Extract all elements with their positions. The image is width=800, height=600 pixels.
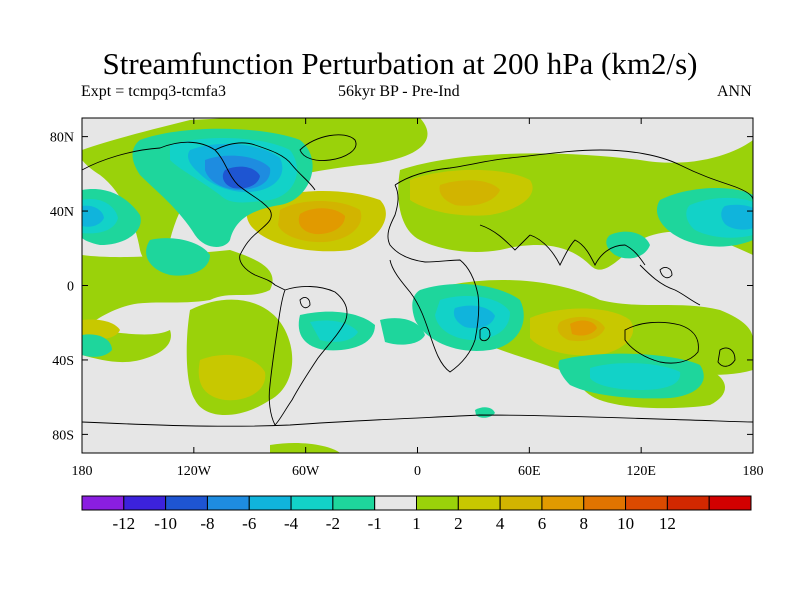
y-tick-label: 80N bbox=[50, 131, 74, 146]
colorbar-swatch bbox=[332, 495, 376, 511]
colorbar-label: -12 bbox=[112, 514, 135, 533]
x-tick-label: 60W bbox=[292, 464, 320, 479]
colorbar bbox=[81, 495, 752, 511]
coastlines bbox=[82, 134, 753, 427]
colorbar-swatch bbox=[583, 495, 627, 511]
colorbar-swatch bbox=[541, 495, 585, 511]
colorbar-labels: -12 -10 -8 -6 -4 -2 -1 1 2 4 6 8 10 12 bbox=[112, 514, 675, 533]
colorbar-label: -1 bbox=[368, 514, 382, 533]
contour-level-neg8-neg10 bbox=[222, 166, 260, 189]
colorbar-label: -6 bbox=[242, 514, 256, 533]
colorbar-swatch bbox=[165, 495, 208, 511]
x-tick-label: 180 bbox=[72, 464, 93, 479]
colorbar-swatch bbox=[457, 495, 501, 511]
colorbar-label: -8 bbox=[200, 514, 214, 533]
colorbar-swatch bbox=[499, 495, 543, 511]
y-axis-labels: 80N 40N 0 40S 80S bbox=[50, 131, 74, 444]
season-label: ANN bbox=[717, 83, 752, 100]
colorbar-swatch bbox=[666, 495, 710, 511]
x-axis-labels: 180 120W 60W 0 60E 120E 180 bbox=[72, 464, 764, 479]
colorbar-swatch bbox=[708, 495, 752, 511]
colorbar-swatch bbox=[625, 495, 668, 511]
colorbar-label: 1 bbox=[412, 514, 421, 533]
colorbar-swatch bbox=[290, 495, 334, 511]
period-label: 56kyr BP - Pre-Ind bbox=[338, 83, 460, 100]
axis-ticks bbox=[81, 118, 754, 453]
colorbar-swatch bbox=[206, 495, 250, 511]
x-tick-label: 60E bbox=[518, 464, 541, 479]
colorbar-label: 2 bbox=[454, 514, 463, 533]
contour-fields bbox=[82, 118, 753, 453]
colorbar-label: 12 bbox=[659, 514, 676, 533]
colorbar-label: -4 bbox=[284, 514, 299, 533]
colorbar-swatch bbox=[416, 495, 459, 511]
contour-level-6-8 bbox=[298, 208, 597, 336]
y-tick-label: 0 bbox=[67, 280, 74, 295]
y-tick-label: 80S bbox=[52, 428, 74, 443]
y-tick-label: 40N bbox=[50, 205, 74, 220]
chart-title: Streamfunction Perturbation at 200 hPa (… bbox=[102, 46, 698, 81]
x-tick-label: 120E bbox=[626, 464, 656, 479]
colorbar-label: 8 bbox=[580, 514, 589, 533]
colorbar-label: 6 bbox=[538, 514, 547, 533]
colorbar-label: -10 bbox=[154, 514, 177, 533]
colorbar-swatch bbox=[248, 495, 292, 511]
colorbar-label: 10 bbox=[617, 514, 634, 533]
x-tick-label: 120W bbox=[177, 464, 212, 479]
x-tick-label: 0 bbox=[414, 464, 421, 479]
colorbar-swatch bbox=[81, 495, 125, 511]
colorbar-swatch bbox=[374, 495, 417, 511]
colorbar-label: -2 bbox=[326, 514, 340, 533]
x-tick-label: 180 bbox=[743, 464, 764, 479]
colorbar-label: 4 bbox=[496, 514, 505, 533]
experiment-label: Expt = tcmpq3-tcmfa3 bbox=[81, 83, 226, 100]
map-plot-area bbox=[82, 118, 753, 453]
y-tick-label: 40S bbox=[52, 354, 74, 369]
colorbar-swatch bbox=[123, 495, 167, 511]
